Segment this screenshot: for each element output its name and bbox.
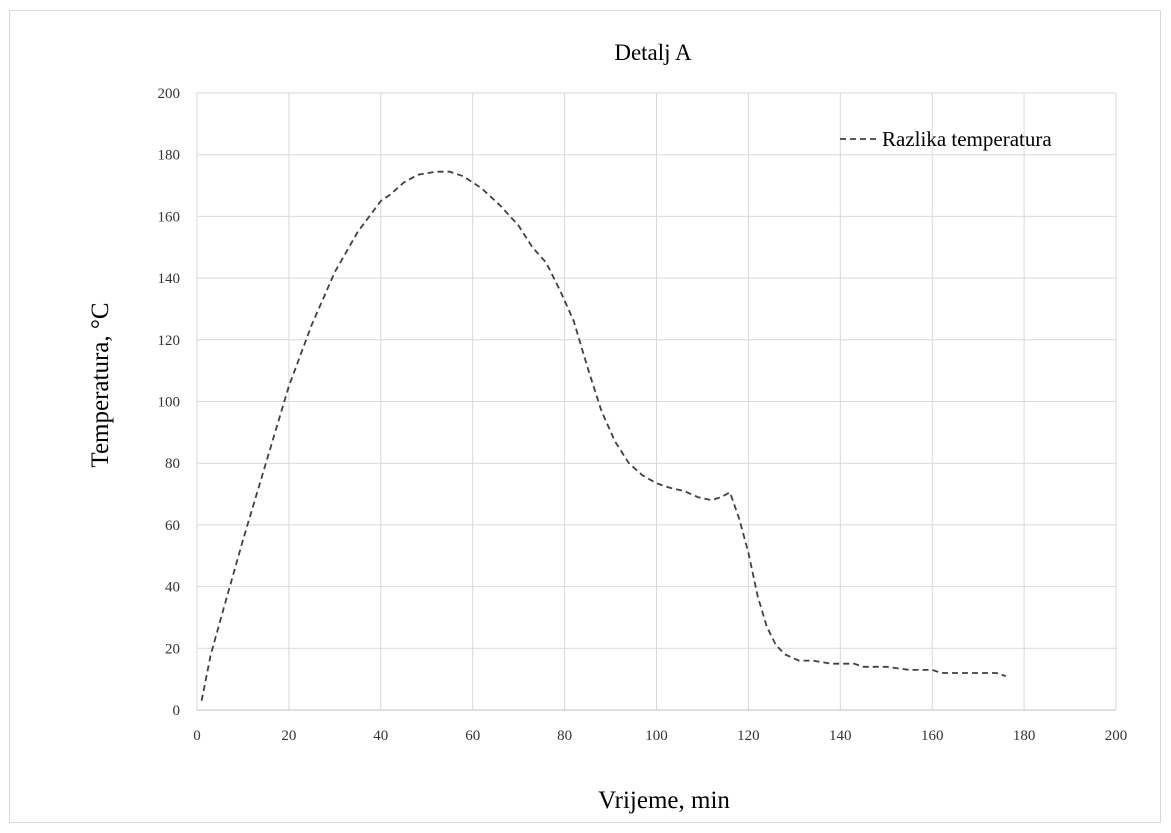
x-tick-label: 120 bbox=[737, 728, 760, 744]
x-tick-label: 40 bbox=[373, 728, 388, 744]
y-tick-label: 100 bbox=[158, 395, 181, 411]
y-axis-title: Temperatura, °C bbox=[87, 302, 114, 467]
gridlines bbox=[196, 92, 1117, 710]
series-lines bbox=[200, 170, 1006, 701]
series-line-0 bbox=[200, 170, 1006, 701]
x-tick-label: 60 bbox=[465, 728, 480, 744]
chart-title: Detalj A bbox=[614, 40, 692, 65]
y-tick-label: 120 bbox=[158, 333, 181, 349]
y-tick-label: 20 bbox=[165, 641, 180, 657]
y-tick-label: 200 bbox=[158, 86, 181, 102]
x-tick-label: 200 bbox=[1105, 728, 1128, 744]
x-tick-label: 0 bbox=[193, 728, 201, 744]
y-tick-label: 140 bbox=[158, 271, 181, 287]
y-tick-label: 160 bbox=[158, 209, 181, 225]
x-tick-label: 140 bbox=[829, 728, 852, 744]
legend-label: Razlika temperatura bbox=[882, 127, 1052, 151]
y-tick-label: 180 bbox=[158, 148, 181, 164]
chart-area bbox=[9, 10, 1161, 823]
x-tick-label: 20 bbox=[281, 728, 296, 744]
y-tick-label: 40 bbox=[165, 580, 180, 596]
tick-labels: 0 20 40 60 80 100 120 140 160 180 200 0 20 40 60 80 100 1… bbox=[158, 86, 1128, 744]
y-tick-label: 0 bbox=[173, 703, 181, 719]
x-axis-title: Vrijeme, min bbox=[598, 787, 730, 814]
legend: Razlika temperatura bbox=[840, 127, 1052, 151]
y-tick-label: 80 bbox=[165, 456, 180, 472]
x-tick-label: 80 bbox=[557, 728, 572, 744]
x-tick-label: 180 bbox=[1013, 728, 1036, 744]
y-tick-label: 60 bbox=[165, 518, 180, 534]
x-tick-label: 100 bbox=[645, 728, 668, 744]
x-tick-label: 160 bbox=[921, 728, 944, 744]
